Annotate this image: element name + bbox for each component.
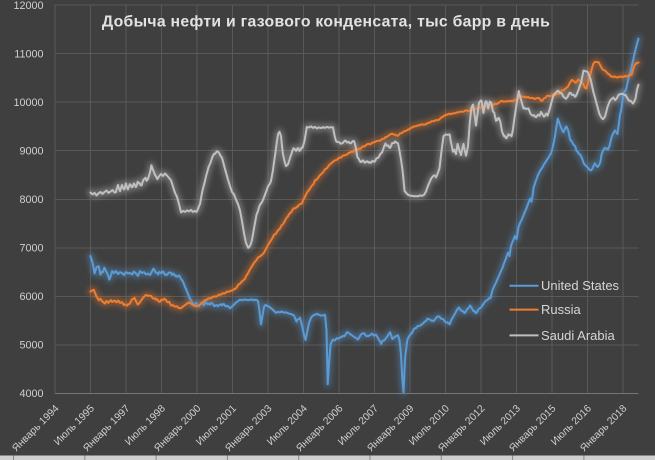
svg-text:Добыча нефти и газового конден: Добыча нефти и газового конденсата, тыс … xyxy=(102,14,550,31)
svg-text:Saudi Arabia: Saudi Arabia xyxy=(541,328,615,343)
svg-text:12000: 12000 xyxy=(13,0,43,12)
svg-text:9000: 9000 xyxy=(19,145,43,157)
svg-text:7000: 7000 xyxy=(19,243,43,255)
svg-text:Russia: Russia xyxy=(541,302,582,317)
svg-text:10000: 10000 xyxy=(13,97,43,109)
svg-text:11000: 11000 xyxy=(14,48,43,60)
svg-text:4000: 4000 xyxy=(19,388,43,400)
svg-text:6000: 6000 xyxy=(19,291,43,303)
svg-text:United States: United States xyxy=(541,278,620,293)
svg-text:5000: 5000 xyxy=(19,340,43,352)
svg-text:8000: 8000 xyxy=(19,194,43,206)
